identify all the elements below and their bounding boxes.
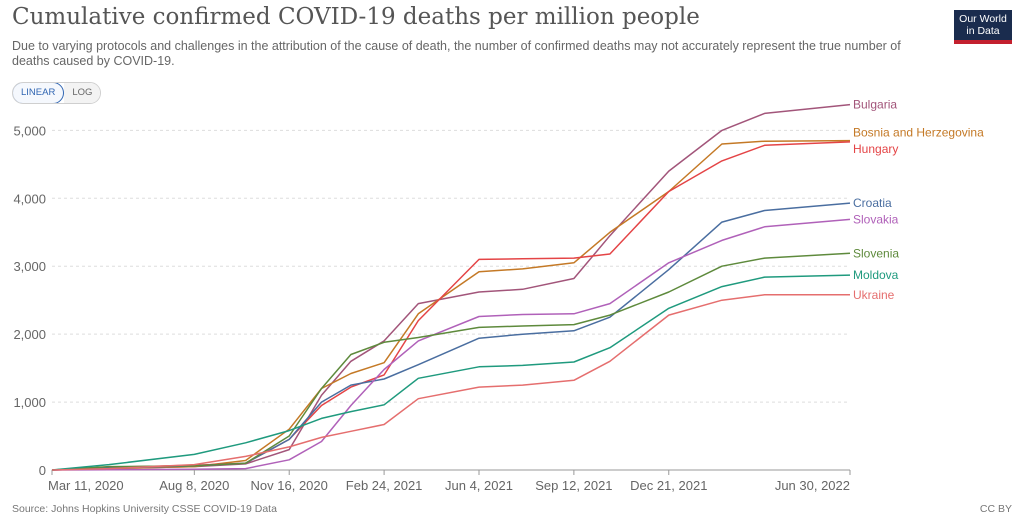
series-label: Bosnia and Herzegovina bbox=[853, 126, 984, 140]
owid-logo[interactable]: Our World in Data bbox=[954, 10, 1012, 44]
series-label: Bulgaria bbox=[853, 98, 897, 112]
chart-area: 0 1,000 2,000 3,000 4,000 5,000 Mar 11, 2020 Au… bbox=[13, 98, 984, 493]
y-tick-label: 2,000 bbox=[13, 327, 46, 342]
series-line bbox=[51, 141, 851, 471]
logo-line2: in Data bbox=[966, 25, 1000, 37]
x-tick-label: Mar 11, 2020 bbox=[48, 478, 124, 493]
series-line bbox=[51, 294, 850, 471]
series-label: Slovakia bbox=[853, 212, 899, 226]
series-label: Hungary bbox=[853, 142, 898, 156]
y-tick-label: 0 bbox=[39, 463, 46, 478]
y-tick-label: 5,000 bbox=[13, 123, 46, 138]
x-tick-label: Dec 21, 2021 bbox=[630, 478, 707, 493]
log-button[interactable]: LOG bbox=[64, 83, 101, 103]
scale-toggle[interactable]: LINEAR LOG bbox=[12, 82, 102, 104]
x-tick-label: Sep 12, 2021 bbox=[535, 478, 612, 493]
y-tick-label: 1,000 bbox=[13, 395, 46, 410]
x-tick-label: Feb 24, 2021 bbox=[346, 478, 423, 493]
x-tick-label: Jun 4, 2021 bbox=[445, 478, 513, 493]
series-line bbox=[51, 252, 851, 471]
series-line bbox=[51, 139, 851, 471]
logo-bar bbox=[954, 40, 1012, 44]
series-label: Slovenia bbox=[853, 246, 899, 260]
y-tick-label: 4,000 bbox=[13, 191, 46, 206]
series-line bbox=[51, 274, 851, 471]
chart-subtitle: Due to varying protocols and challenges … bbox=[12, 39, 901, 68]
logo-line1: Our World bbox=[959, 13, 1007, 25]
x-tick-label: Aug 8, 2020 bbox=[159, 478, 229, 493]
source-note[interactable]: Source: Johns Hopkins University CSSE CO… bbox=[12, 503, 277, 515]
series-label: Croatia bbox=[853, 196, 892, 210]
y-tick-label: 3,000 bbox=[13, 259, 46, 274]
chart-title: Cumulative confirmed COVID-19 deaths per… bbox=[12, 4, 700, 30]
license-note[interactable]: CC BY bbox=[979, 503, 1012, 515]
series-label: Moldova bbox=[853, 268, 899, 282]
x-tick-label: Nov 16, 2020 bbox=[251, 478, 328, 493]
series-line bbox=[51, 218, 851, 471]
series-line bbox=[51, 202, 851, 471]
x-tick-label: Jun 30, 2022 bbox=[775, 478, 850, 493]
series-label: Ukraine bbox=[853, 288, 895, 302]
linear-button[interactable]: LINEAR bbox=[13, 83, 65, 103]
